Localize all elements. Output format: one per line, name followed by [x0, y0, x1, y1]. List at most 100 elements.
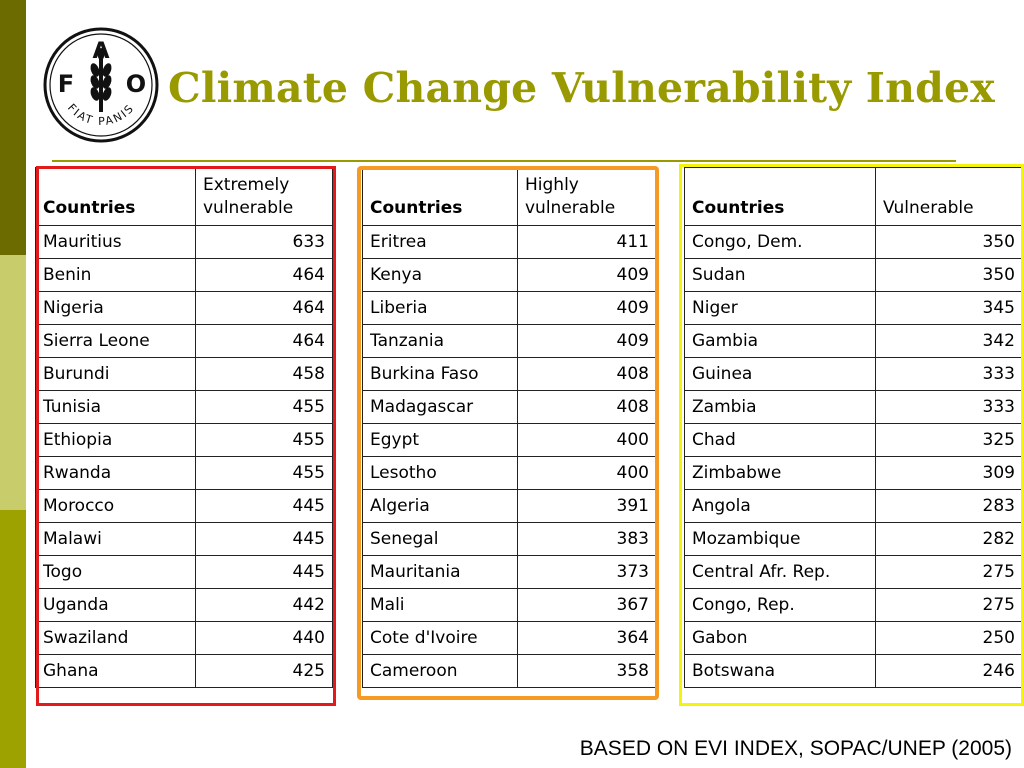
table-row: Burkina Faso 408 — [362, 357, 657, 391]
table-row: Senegal 383 — [362, 522, 657, 556]
table-row: Ethiopia 455 — [35, 423, 333, 457]
side-bar-light-segment — [0, 255, 26, 510]
table-row: Uganda 442 — [35, 588, 333, 622]
index-value-cell: 445 — [195, 489, 333, 523]
country-cell: Guinea — [684, 357, 876, 391]
country-cell: Mali — [362, 588, 518, 622]
country-cell: Liberia — [362, 291, 518, 325]
index-value-cell: 464 — [195, 324, 333, 358]
table-row: Chad 325 — [684, 423, 1023, 457]
side-decoration-bar — [0, 0, 26, 768]
column-header-highly-vulnerable: Highly vulnerable — [517, 167, 657, 226]
index-value-cell: 282 — [875, 522, 1023, 556]
column-header-countries: Countries — [362, 167, 518, 226]
index-value-cell: 283 — [875, 489, 1023, 523]
country-cell: Chad — [684, 423, 876, 457]
extremely-vulnerable-frame — [36, 166, 336, 706]
table-row: Zambia 333 — [684, 390, 1023, 424]
table-row: Togo 445 — [35, 555, 333, 589]
index-value-cell: 350 — [875, 258, 1023, 292]
wheat-icon — [90, 48, 112, 112]
table-row: Gabon 250 — [684, 621, 1023, 655]
country-cell: Senegal — [362, 522, 518, 556]
table-row: Sudan 350 — [684, 258, 1023, 292]
index-value-cell: 440 — [195, 621, 333, 655]
country-cell: Central Afr. Rep. — [684, 555, 876, 589]
index-value-cell: 358 — [517, 654, 657, 688]
country-cell: Botswana — [684, 654, 876, 688]
country-cell: Mauritius — [35, 225, 196, 259]
country-cell: Niger — [684, 291, 876, 325]
index-value-cell: 400 — [517, 423, 657, 457]
table-row: Botswana 246 — [684, 654, 1023, 688]
country-cell: Angola — [684, 489, 876, 523]
country-cell: Ghana — [35, 654, 196, 688]
title-divider — [52, 160, 956, 162]
extremely-vulnerable-table: Countries Extremely vulnerable Mauritius… — [35, 167, 333, 688]
country-cell: Mozambique — [684, 522, 876, 556]
table-row: Mali 367 — [362, 588, 657, 622]
index-value-cell: 455 — [195, 390, 333, 424]
table-row: Central Afr. Rep. 275 — [684, 555, 1023, 589]
country-cell: Burkina Faso — [362, 357, 518, 391]
page-title: Climate Change Vulnerability Index — [168, 64, 995, 112]
country-cell: Kenya — [362, 258, 518, 292]
table-row: Ghana 425 — [35, 654, 333, 688]
index-value-cell: 458 — [195, 357, 333, 391]
country-cell: Rwanda — [35, 456, 196, 490]
logo-letter-a: A — [92, 39, 109, 64]
index-value-cell: 464 — [195, 258, 333, 292]
country-cell: Nigeria — [35, 291, 196, 325]
table-row: Mozambique 282 — [684, 522, 1023, 556]
country-cell: Madagascar — [362, 390, 518, 424]
table-row: Angola 283 — [684, 489, 1023, 523]
fao-logo: F A O FIAT PANIS — [42, 26, 160, 144]
index-value-cell: 445 — [195, 555, 333, 589]
index-value-cell: 409 — [517, 324, 657, 358]
table-header-row: Countries Extremely vulnerable — [35, 167, 333, 226]
index-value-cell: 425 — [195, 654, 333, 688]
country-cell: Ethiopia — [35, 423, 196, 457]
table-header-row: Countries Highly vulnerable — [362, 167, 657, 226]
table-row: Gambia 342 — [684, 324, 1023, 358]
country-cell: Sudan — [684, 258, 876, 292]
table-row: Morocco 445 — [35, 489, 333, 523]
index-value-cell: 455 — [195, 456, 333, 490]
index-value-cell: 250 — [875, 621, 1023, 655]
table-row: Madagascar 408 — [362, 390, 657, 424]
index-value-cell: 342 — [875, 324, 1023, 358]
index-value-cell: 464 — [195, 291, 333, 325]
vulnerable-table: Countries Vulnerable Congo, Dem. 350 Sudan… — [684, 167, 1023, 688]
index-value-cell: 333 — [875, 357, 1023, 391]
table-row: Guinea 333 — [684, 357, 1023, 391]
table-row: Congo, Dem. 350 — [684, 225, 1023, 259]
index-value-cell: 409 — [517, 258, 657, 292]
country-cell: Cameroon — [362, 654, 518, 688]
logo-letter-o: O — [126, 70, 146, 98]
index-value-cell: 373 — [517, 555, 657, 589]
table-row: Niger 345 — [684, 291, 1023, 325]
country-cell: Sierra Leone — [35, 324, 196, 358]
index-value-cell: 633 — [195, 225, 333, 259]
table-row: Kenya 409 — [362, 258, 657, 292]
index-value-cell: 246 — [875, 654, 1023, 688]
table-row: Cameroon 358 — [362, 654, 657, 688]
country-cell: Tunisia — [35, 390, 196, 424]
side-bar-olive-segment — [0, 510, 26, 768]
index-value-cell: 442 — [195, 588, 333, 622]
country-cell: Morocco — [35, 489, 196, 523]
index-value-cell: 367 — [517, 588, 657, 622]
side-bar-dark-segment — [0, 0, 26, 255]
country-cell: Uganda — [35, 588, 196, 622]
column-header-vulnerable: Vulnerable — [875, 167, 1023, 226]
highly-vulnerable-table: Countries Highly vulnerable Eritrea 411 Ke… — [362, 167, 657, 688]
table-row: Tunisia 455 — [35, 390, 333, 424]
source-note: BASED ON EVI INDEX, SOPAC/UNEP (2005) — [579, 737, 1012, 760]
table-row: Tanzania 409 — [362, 324, 657, 358]
country-cell: Cote d'Ivoire — [362, 621, 518, 655]
logo-letter-f: F — [58, 70, 74, 98]
index-value-cell: 408 — [517, 357, 657, 391]
vulnerable-frame — [679, 164, 1024, 706]
index-value-cell: 409 — [517, 291, 657, 325]
country-cell: Burundi — [35, 357, 196, 391]
